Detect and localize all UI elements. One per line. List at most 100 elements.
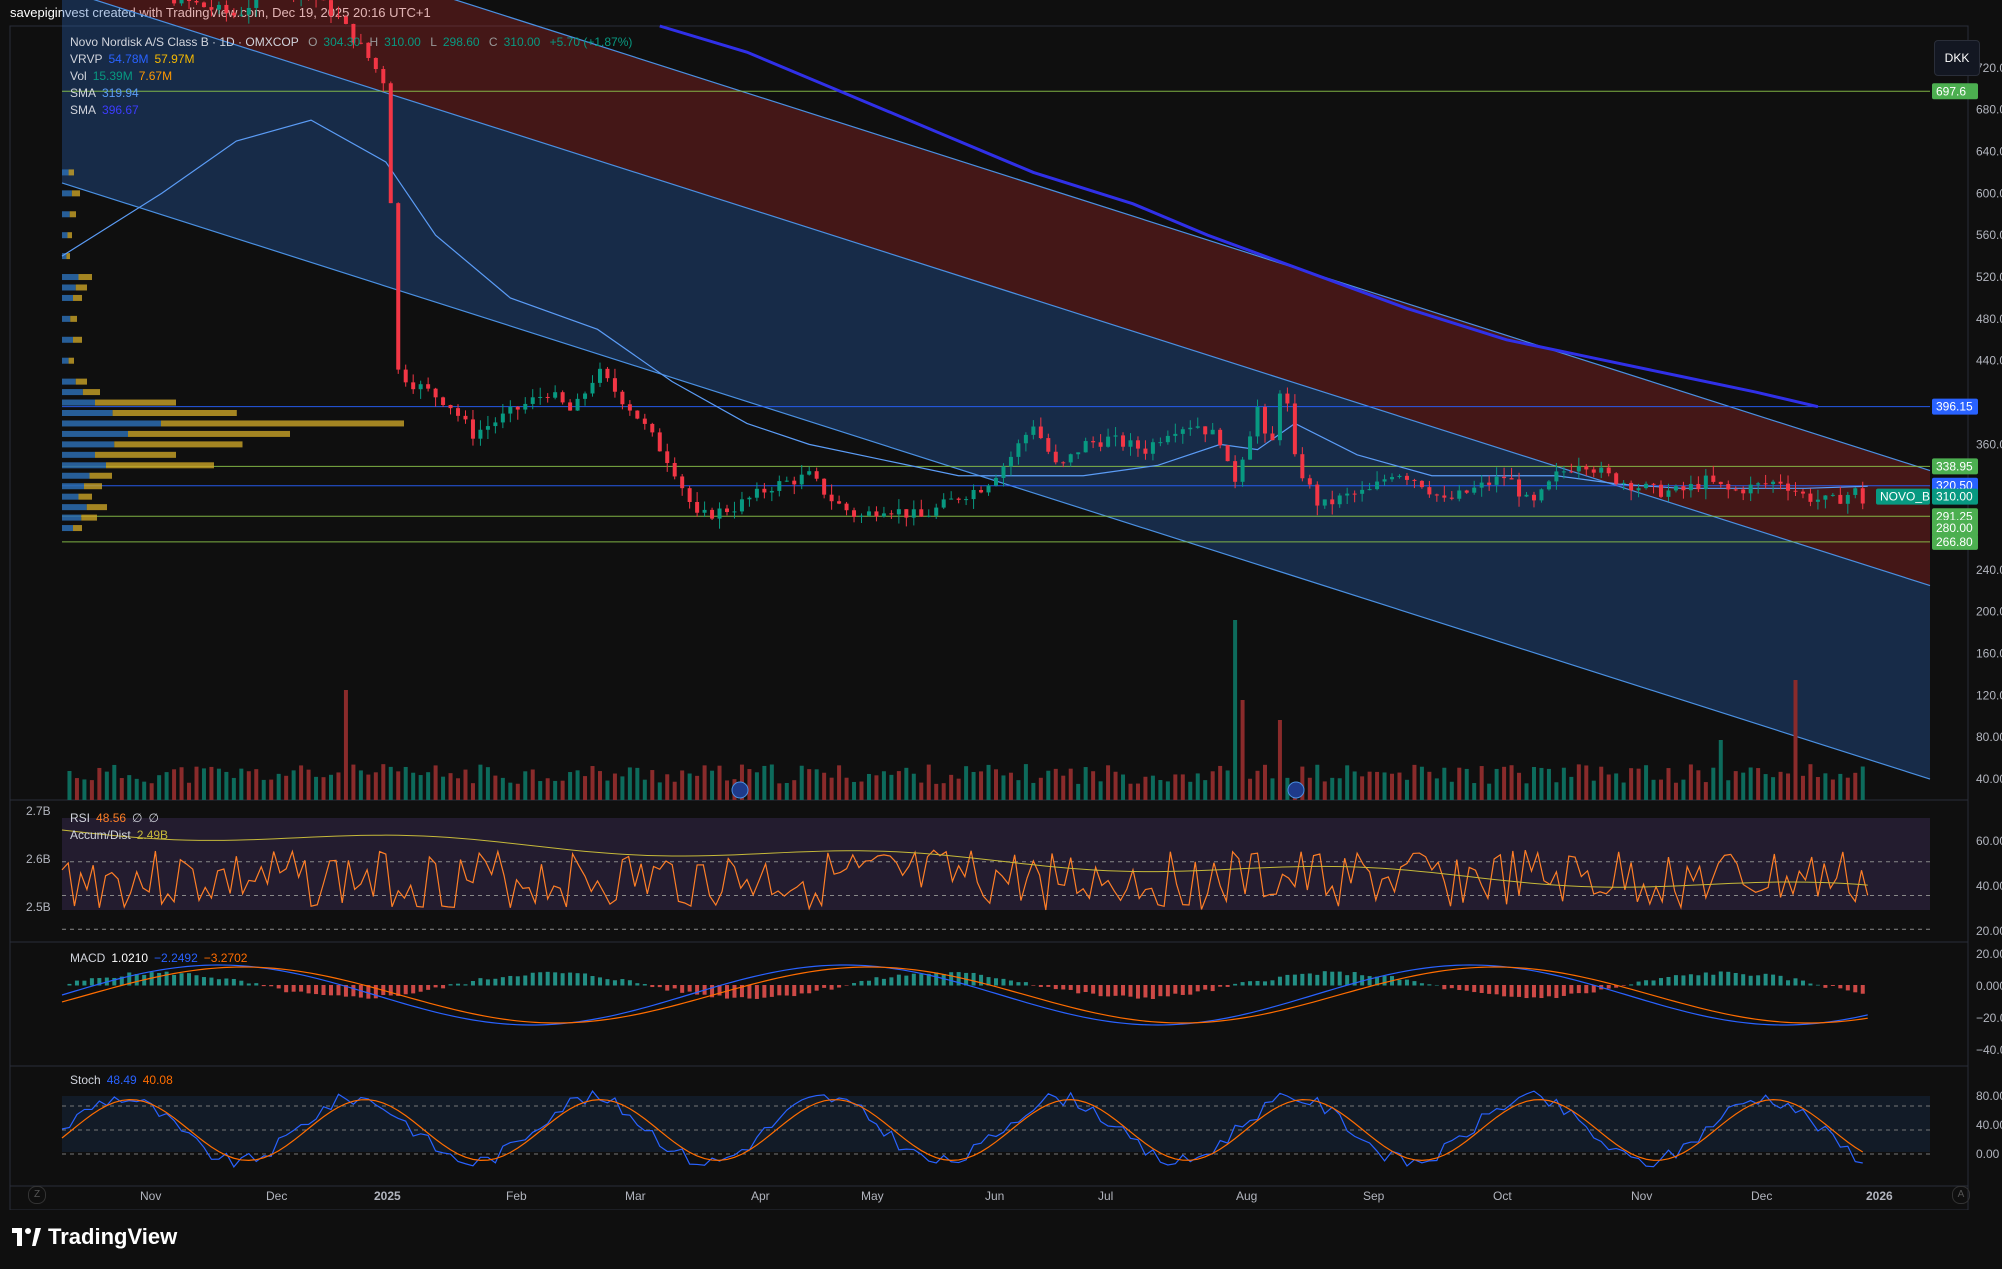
candle-body: [1315, 484, 1320, 506]
legend-macd-label: MACD: [70, 951, 106, 965]
candle-body: [590, 382, 595, 394]
volume-profile-bar: [73, 525, 82, 532]
volume-profile-bar: [62, 504, 87, 511]
macd-histogram-bar: [1210, 985, 1215, 992]
candle-body: [1382, 479, 1387, 482]
timezone-toggle-icon[interactable]: Z: [28, 1186, 46, 1204]
legend-vol[interactable]: Vol 15.39M 7.67M: [70, 68, 178, 84]
macd-histogram-bar: [635, 983, 640, 986]
volume-bar: [119, 778, 124, 800]
currency-button[interactable]: DKK: [1934, 40, 1980, 76]
volume-profile-bar: [128, 430, 290, 437]
time-tick: Aug: [1236, 1189, 1257, 1203]
macd-histogram-bar: [1703, 972, 1708, 986]
candle-body: [1203, 426, 1208, 435]
legend-ad[interactable]: Accum/Dist 2.49B: [70, 827, 174, 843]
macd-histogram-bar: [1718, 971, 1723, 986]
candle-body: [1031, 426, 1036, 435]
time-tick: Jul: [1098, 1189, 1113, 1203]
volume-bar: [1703, 782, 1708, 800]
candle-body: [799, 474, 804, 485]
volume-bar: [149, 783, 154, 800]
volume-bar: [1539, 767, 1544, 800]
legend-high-label: H: [369, 35, 379, 49]
legend-stoch[interactable]: Stoch 48.49 40.08: [70, 1072, 179, 1088]
price-tick: 560.00: [1976, 228, 2002, 242]
volume-bar: [1150, 775, 1155, 800]
candle-body: [1696, 483, 1701, 490]
macd-histogram-bar: [949, 972, 954, 986]
macd-histogram-bar: [1225, 985, 1230, 987]
volume-bar: [530, 769, 535, 800]
candle-body: [396, 203, 401, 370]
candle-body: [1449, 497, 1454, 499]
legend-sma2-value: 396.67: [102, 103, 139, 117]
macd-histogram-bar: [814, 985, 819, 991]
volume-profile-bar: [73, 336, 82, 343]
legend-macd[interactable]: MACD 1.0210 −2.2492 −3.2702: [70, 950, 253, 966]
volume-bar: [919, 782, 924, 800]
macd-histogram-bar: [508, 975, 513, 986]
macd-histogram-bar: [1352, 972, 1357, 986]
macd-histogram-bar: [695, 985, 700, 995]
candle-body: [754, 488, 759, 498]
volume-bar: [1644, 765, 1649, 800]
volume-profile-bar: [67, 232, 72, 239]
rsi-tick: 20.00: [1976, 924, 2002, 938]
macd-histogram-bar: [971, 972, 976, 986]
candle-body: [1345, 493, 1350, 496]
candle-body: [859, 515, 864, 517]
chart-canvas[interactable]: 720.00 680.00 640.00 600.00 560.00 520.00 480.…: [0, 0, 2002, 1210]
legend-rsi[interactable]: RSI 48.56 ∅ ∅: [70, 810, 165, 826]
volume-bar: [463, 769, 468, 800]
macd-histogram-bar: [1091, 985, 1096, 994]
candle-body: [1375, 481, 1380, 490]
macd-histogram-bar: [82, 980, 87, 986]
legend-change: +5.70 (+1.87%): [549, 35, 633, 49]
volume-bar: [388, 766, 393, 800]
macd-histogram-bar: [216, 979, 221, 986]
tradingview-logo[interactable]: TradingView: [12, 1224, 177, 1250]
volume-bar: [822, 772, 827, 800]
legend-vrvp[interactable]: VRVP 54.78M 57.97M: [70, 51, 201, 67]
tradingview-logo-icon: [12, 1228, 42, 1246]
volume-profile-bar: [62, 525, 73, 532]
volume-bar: [1262, 764, 1267, 800]
macd-histogram-bar: [396, 985, 401, 996]
volume-bar: [642, 779, 647, 800]
macd-histogram-bar: [568, 972, 573, 986]
price-label-bg: [1932, 533, 1978, 550]
candle-body: [1487, 482, 1492, 485]
macd-histogram-bar: [291, 985, 296, 992]
legend-sma1[interactable]: SMA 319.94: [70, 85, 145, 101]
volume-bar: [1098, 781, 1103, 800]
macd-histogram-bar: [1419, 983, 1424, 986]
volume-bar: [194, 766, 199, 800]
volume-bar: [964, 766, 969, 800]
macd-histogram-bar: [926, 973, 931, 986]
candle-body: [1778, 481, 1783, 484]
macd-histogram-bar: [620, 979, 625, 986]
time-tick: 2026: [1866, 1189, 1893, 1203]
volume-bar: [493, 775, 498, 800]
legend-symbol[interactable]: Novo Nordisk A/S Class B · 1D · OMXCOP: [70, 35, 299, 49]
volume-profile-bar: [62, 211, 70, 218]
macd-histogram-bar: [1800, 980, 1805, 986]
macd-tick: −40.000: [1976, 1043, 2002, 1057]
macd-histogram-bar: [187, 973, 192, 986]
macd-histogram-bar: [1681, 975, 1686, 986]
legend-close-label: C: [488, 35, 498, 49]
volume-bar: [1023, 764, 1028, 800]
auto-scale-icon[interactable]: A: [1952, 1186, 1970, 1204]
macd-histogram-bar: [1008, 980, 1013, 986]
macd-histogram-bar: [172, 974, 177, 986]
volume-bar: [1337, 778, 1342, 800]
macd-tick: 0.000: [1976, 979, 2002, 993]
candle-body: [1659, 484, 1664, 497]
macd-histogram-bar: [1457, 985, 1462, 991]
macd-histogram-bar: [1733, 972, 1738, 986]
macd-histogram-bar: [1248, 981, 1253, 986]
macd-histogram-bar: [1262, 981, 1267, 986]
legend-sma2[interactable]: SMA 396.67: [70, 102, 145, 118]
volume-bar: [979, 771, 984, 800]
